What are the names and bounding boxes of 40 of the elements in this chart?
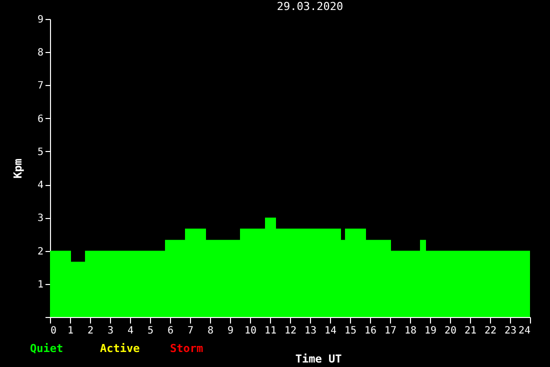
text: Storm: [170, 342, 204, 355]
x-tick-label: 15: [344, 326, 357, 336]
y-tick-label: 6: [37, 114, 44, 125]
x-tick-label: 3: [107, 326, 114, 336]
x-tick-label: 22: [484, 326, 497, 336]
chart-title: 29.03.2020: [276, 0, 344, 13]
x-tick-label: 17: [384, 326, 397, 336]
x-axis-title: Time UT: [295, 352, 342, 366]
x-tick-label: 16: [364, 326, 377, 336]
x-tick-label: 19: [424, 326, 437, 336]
x-tick-label: 5: [147, 326, 154, 336]
x-tick-label: 10: [244, 326, 257, 336]
y-tick-label: 4: [37, 180, 44, 192]
x-tick-label: 0: [50, 326, 57, 336]
x-tick-label: 9: [227, 326, 234, 336]
x-tick-label: 6: [167, 326, 174, 336]
x-tick-label: 8: [207, 326, 214, 336]
x-tick-label: 1: [67, 326, 74, 336]
x-tick-label: 4: [127, 326, 134, 336]
y-tick-label: 2: [37, 246, 44, 258]
x-tick-label: 12: [284, 326, 297, 336]
x-tick-label: 21: [464, 326, 477, 336]
y-tick-label: 7: [37, 80, 44, 92]
y-tick-label: 3: [37, 213, 44, 224]
y-tick-label: 5: [37, 146, 44, 158]
x-tick-label: 23: [504, 326, 517, 336]
x-tick-label: 14: [324, 326, 337, 336]
x-tick-label: 13: [304, 326, 317, 336]
x-tick-label: 7: [187, 326, 194, 336]
x-tick-label: 2: [87, 326, 94, 336]
text: Quiet: [30, 342, 64, 355]
x-tick-label: 24: [518, 326, 530, 336]
x-tick-label: 18: [404, 326, 417, 336]
y-tick-label: 1: [37, 279, 44, 290]
y-axis-title: Kpm: [11, 158, 24, 178]
y-tick-label: 9: [37, 14, 44, 26]
text: Active: [100, 342, 140, 355]
x-tick-label: 11: [264, 326, 277, 336]
y-tick-label: 8: [37, 48, 44, 59]
x-tick-label: 20: [444, 326, 457, 336]
